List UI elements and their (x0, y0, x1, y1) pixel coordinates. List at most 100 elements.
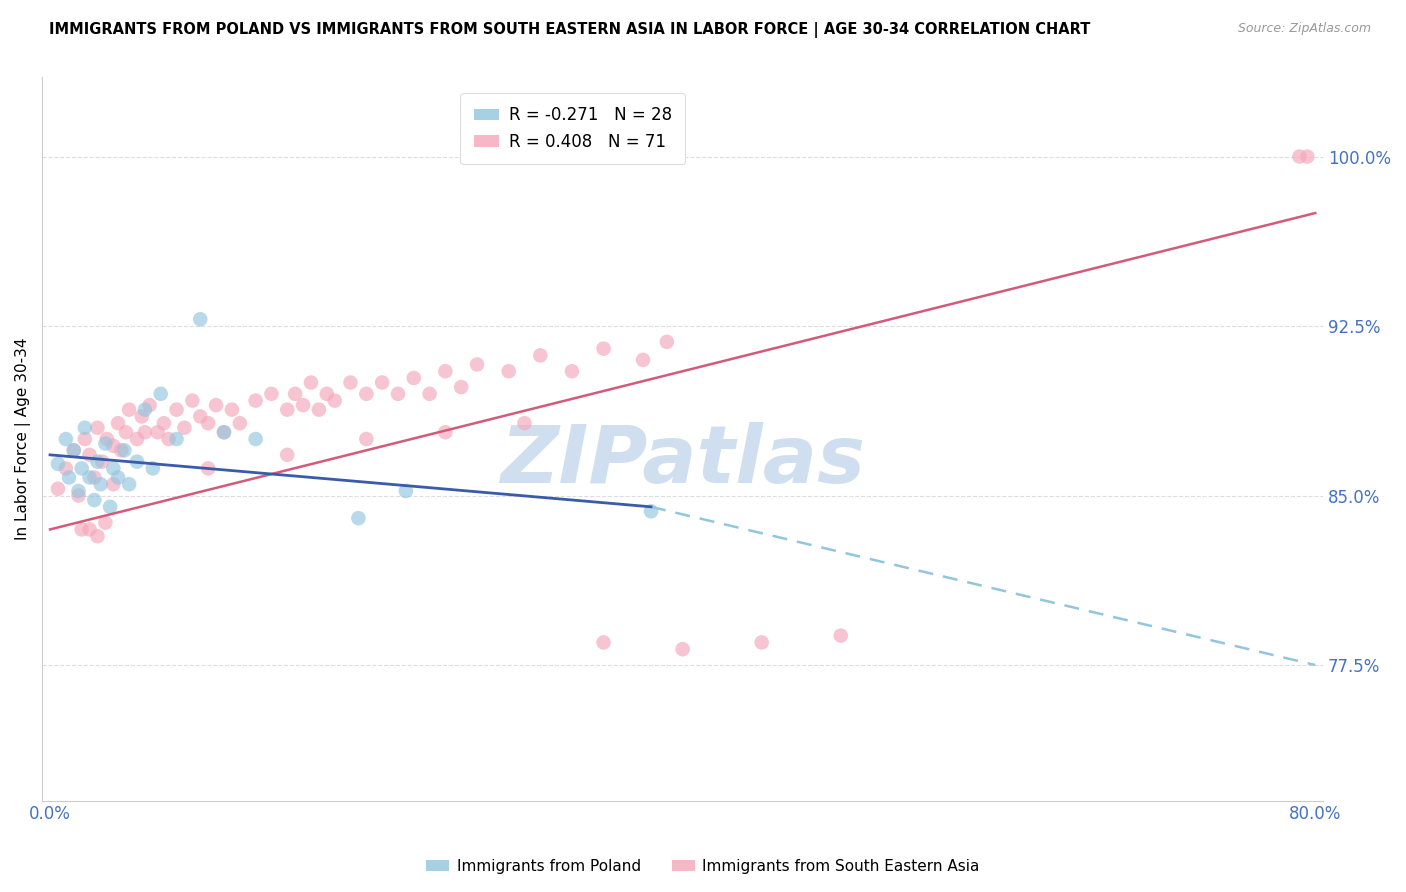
Point (73, 421, 96, 435)
Point (146, 425, 169, 440)
Point (107, 416, 129, 430)
Point (229, 416, 252, 430)
Point (86, 529, 108, 543)
Point (276, 448, 298, 462)
Point (672, 642, 695, 657)
Point (387, 387, 409, 401)
Point (315, 387, 337, 401)
Text: Source: ZipAtlas.com: Source: ZipAtlas.com (1237, 22, 1371, 36)
Point (347, 511, 370, 525)
Point (55, 432, 77, 446)
Point (110, 443, 132, 458)
Point (79, 470, 101, 484)
Point (83, 493, 105, 508)
Point (55, 461, 77, 475)
Point (73, 432, 96, 446)
Point (830, 629, 852, 643)
Point (90, 477, 112, 491)
Point (197, 416, 219, 430)
Point (118, 402, 141, 417)
Point (86, 455, 108, 469)
Point (149, 387, 172, 401)
Point (112, 443, 135, 458)
Point (58, 470, 80, 484)
Point (356, 387, 378, 401)
Point (131, 409, 153, 424)
Point (62, 443, 84, 458)
Point (125, 455, 148, 469)
Point (323, 393, 346, 408)
Point (631, 353, 654, 368)
Point (79, 448, 101, 462)
Point (245, 432, 267, 446)
Point (46, 482, 69, 496)
Point (513, 416, 536, 430)
Point (70, 523, 93, 537)
Point (284, 387, 307, 401)
Point (592, 342, 614, 356)
Point (188, 409, 211, 424)
Point (592, 635, 614, 649)
Point (212, 425, 235, 440)
Point (125, 432, 148, 446)
Text: ZIPatlas: ZIPatlas (501, 422, 865, 500)
Point (103, 439, 125, 453)
Point (103, 477, 125, 491)
Point (212, 425, 235, 440)
Legend: R = -0.271   N = 28, R = 0.408   N = 71: R = -0.271 N = 28, R = 0.408 N = 71 (460, 93, 685, 164)
Legend: Immigrants from Poland, Immigrants from South Eastern Asia: Immigrants from Poland, Immigrants from … (420, 853, 986, 880)
Point (434, 364, 457, 378)
Point (91, 455, 114, 469)
Point (245, 393, 267, 408)
Point (205, 398, 228, 412)
Point (308, 402, 330, 417)
Point (751, 635, 773, 649)
Point (138, 398, 160, 412)
Point (181, 393, 204, 408)
Point (142, 461, 165, 475)
Point (173, 421, 195, 435)
Point (166, 432, 188, 446)
Point (94, 516, 117, 530)
Point (118, 477, 141, 491)
Point (1296, 149, 1319, 163)
Point (134, 425, 156, 440)
Point (79, 523, 101, 537)
Point (356, 432, 378, 446)
Point (371, 376, 394, 390)
Point (434, 425, 457, 440)
Point (67, 483, 90, 498)
Point (1288, 149, 1310, 163)
Point (67, 489, 90, 503)
Point (339, 376, 361, 390)
Point (498, 364, 520, 378)
Point (70, 461, 93, 475)
Y-axis label: In Labor Force | Age 30-34: In Labor Force | Age 30-34 (15, 338, 31, 541)
Point (188, 312, 211, 326)
Point (260, 387, 283, 401)
Point (529, 348, 551, 362)
Point (96, 432, 118, 446)
Point (292, 398, 315, 412)
Point (465, 358, 488, 372)
Point (655, 334, 678, 349)
Point (419, 387, 441, 401)
Point (98, 500, 121, 514)
Point (395, 483, 418, 498)
Point (166, 402, 188, 417)
Point (62, 443, 84, 458)
Point (640, 504, 662, 518)
Point (107, 470, 129, 484)
Point (94, 436, 117, 450)
Text: IMMIGRANTS FROM POLAND VS IMMIGRANTS FROM SOUTH EASTERN ASIA IN LABOR FORCE | AG: IMMIGRANTS FROM POLAND VS IMMIGRANTS FRO… (49, 22, 1091, 38)
Point (86, 421, 108, 435)
Point (450, 380, 472, 394)
Point (153, 416, 176, 430)
Point (402, 371, 425, 385)
Point (103, 461, 125, 475)
Point (276, 402, 298, 417)
Point (83, 470, 105, 484)
Point (115, 425, 138, 440)
Point (561, 364, 583, 378)
Point (134, 402, 156, 417)
